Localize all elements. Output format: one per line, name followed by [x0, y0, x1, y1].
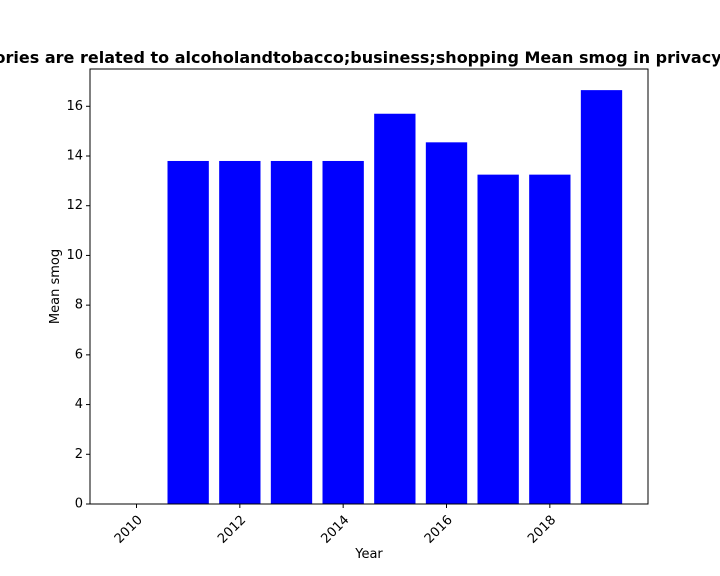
chart-title: Categories are related to alcoholandtoba…: [0, 48, 720, 67]
y-tick-label: 6: [75, 347, 83, 362]
bar-2012: [219, 160, 261, 504]
x-tick-label: 2012: [215, 513, 249, 547]
y-tick-label: 12: [66, 198, 83, 213]
y-tick-label: 4: [75, 397, 83, 412]
y-tick-label: 16: [66, 99, 83, 114]
y-axis-label: Mean smog: [48, 249, 63, 324]
plot-frame: [89, 68, 649, 505]
y-tick-label: 14: [66, 149, 83, 164]
x-axis-label: Year: [354, 547, 383, 562]
x-axis: 2010 2012 2014 2016 2018: [112, 504, 559, 547]
x-tick-label: 2010: [112, 513, 146, 547]
bar-2018: [529, 174, 571, 504]
y-tick-label: 0: [75, 497, 83, 512]
bar-2016: [425, 142, 468, 504]
y-tick-label: 8: [75, 298, 83, 313]
bar-2017: [477, 174, 519, 504]
bar-2011: [167, 160, 209, 504]
y-axis: 0 2 4 6 8 10 12 14 16: [66, 99, 90, 512]
bar-2015: [374, 113, 416, 505]
x-tick-label: 2014: [318, 513, 352, 547]
x-tick-label: 2018: [525, 513, 559, 547]
bar-2014: [322, 160, 364, 504]
y-tick-label: 2: [75, 447, 83, 462]
y-tick-label: 10: [66, 248, 83, 263]
bar-2013: [270, 160, 313, 504]
x-tick-label: 2016: [422, 513, 456, 547]
bar-2019: [580, 90, 623, 504]
bar-group: [167, 90, 623, 505]
